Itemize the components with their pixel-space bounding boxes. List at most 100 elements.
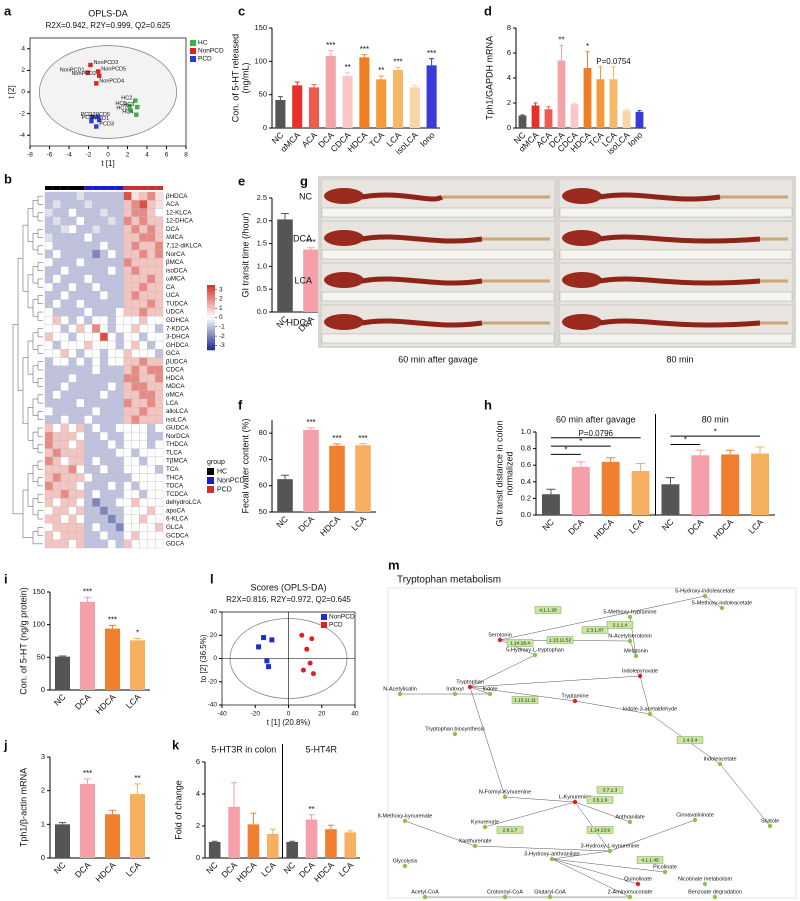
heatmap-cell xyxy=(84,324,93,333)
compound xyxy=(402,863,408,869)
group-annotation xyxy=(100,186,108,190)
x-tick-label: -20 xyxy=(251,711,261,718)
heatmap-cell xyxy=(131,398,140,408)
heatmap-cell xyxy=(99,514,109,524)
heatmap-cell xyxy=(154,473,164,482)
heatmap-cell xyxy=(147,423,156,433)
heatmap-cell xyxy=(131,440,140,449)
y-tick-label: 0.6 xyxy=(521,460,531,469)
heatmap-cell xyxy=(68,233,77,242)
heatmap-cell xyxy=(107,407,116,416)
heatmap-cell xyxy=(99,191,109,201)
enzyme-label: 4.1.1.45 xyxy=(641,857,659,863)
heatmap-cell xyxy=(52,398,61,408)
stomach xyxy=(324,230,364,246)
heatmap-cell xyxy=(76,200,85,209)
compound-label: Crotonoyl-CoA xyxy=(487,889,523,895)
panel-label: m xyxy=(388,557,400,572)
point-label: NonPCD5 xyxy=(101,66,126,72)
bar xyxy=(55,824,70,858)
heatmap-cell xyxy=(60,299,69,309)
y-tick-label: 1.5 xyxy=(257,239,267,248)
pathway-edge xyxy=(551,858,666,873)
heatmap-cell xyxy=(115,382,124,391)
colorbar-step xyxy=(207,310,215,314)
heatmap-cell xyxy=(131,448,140,458)
heatmap-cell xyxy=(123,440,132,449)
enzyme-box xyxy=(511,696,539,704)
heatmap-cell xyxy=(60,191,69,201)
pathway-title: Tryptophan metabolism xyxy=(397,575,501,586)
heatmap-cell xyxy=(44,415,54,424)
heatmap-cell xyxy=(52,191,61,201)
compound-label: Indole-3-acetaldehyde xyxy=(623,706,677,712)
heatmap-cell xyxy=(131,415,140,424)
heatmap-cell xyxy=(84,233,93,242)
heatmap-cell xyxy=(154,208,164,217)
chart-title: OPLS-DA xyxy=(88,8,128,18)
heatmap-cell xyxy=(52,456,61,466)
compound xyxy=(633,653,639,659)
heatmap-cell xyxy=(92,241,101,251)
dendrogram xyxy=(27,208,33,242)
heatmap-cell xyxy=(92,415,101,424)
heatmap-cell xyxy=(76,349,85,358)
heatmap-cell xyxy=(115,216,124,226)
enzyme-label: 2.1.1.4 xyxy=(613,622,628,628)
dendrogram xyxy=(37,229,43,238)
compound xyxy=(635,881,641,887)
heatmap-cell xyxy=(154,506,164,516)
heatmap-cell xyxy=(99,489,109,499)
heatmap-cell xyxy=(60,340,69,350)
heatmap-cell xyxy=(60,506,69,516)
heatmap-cell xyxy=(60,456,69,466)
heatmap-cell xyxy=(123,473,132,482)
bar xyxy=(344,832,357,858)
pathway-edge xyxy=(551,858,631,898)
bar xyxy=(292,85,303,128)
point xyxy=(133,98,138,103)
heatmap-cell xyxy=(99,398,109,408)
heatmap-cell xyxy=(44,357,54,367)
error-bar xyxy=(231,782,237,807)
heatmap-cell xyxy=(52,431,61,441)
y-tick-label: 1.0 xyxy=(257,261,267,270)
enzyme-box xyxy=(636,856,664,864)
heatmap-cell xyxy=(147,407,156,416)
heatmap-cell xyxy=(84,448,93,458)
x-tick-label: LCA xyxy=(337,860,356,879)
heatmap-cell xyxy=(139,307,148,317)
x-tick-label: LCA xyxy=(124,860,143,879)
enzyme-box xyxy=(546,636,574,644)
heatmap-cell xyxy=(52,382,61,391)
dendrogram xyxy=(37,262,43,271)
heatmap-cell xyxy=(115,531,124,540)
point-label: PCD2 xyxy=(81,112,96,118)
ruler xyxy=(559,207,793,218)
heatmap-cell xyxy=(107,440,116,449)
bracket-label: * xyxy=(714,427,717,436)
row-label: βMCA xyxy=(166,259,184,266)
heatmap-cell xyxy=(76,191,85,201)
heatmap-cell xyxy=(92,373,101,383)
heatmap-cell xyxy=(60,282,69,292)
heatmap-cell xyxy=(60,274,69,284)
heatmap-cell xyxy=(139,448,148,458)
colorbar-step xyxy=(207,343,215,346)
heatmap-cell xyxy=(139,531,148,540)
heatmap-cell xyxy=(68,448,77,458)
stomach xyxy=(562,188,602,204)
dendrogram xyxy=(22,357,28,425)
heatmap-cell xyxy=(154,531,164,540)
heatmap-cell xyxy=(154,349,164,358)
row-label: TβMCA xyxy=(166,458,188,465)
intestine xyxy=(361,318,483,328)
heatmap-cell xyxy=(154,241,164,251)
heatmap-cell xyxy=(107,200,116,209)
x-tick-label: HDCA xyxy=(711,517,735,541)
heatmap-cell xyxy=(52,481,61,491)
heatmap-cell xyxy=(60,473,69,482)
point xyxy=(97,117,102,123)
enzyme-label: 4.1.1.28 xyxy=(539,607,557,613)
